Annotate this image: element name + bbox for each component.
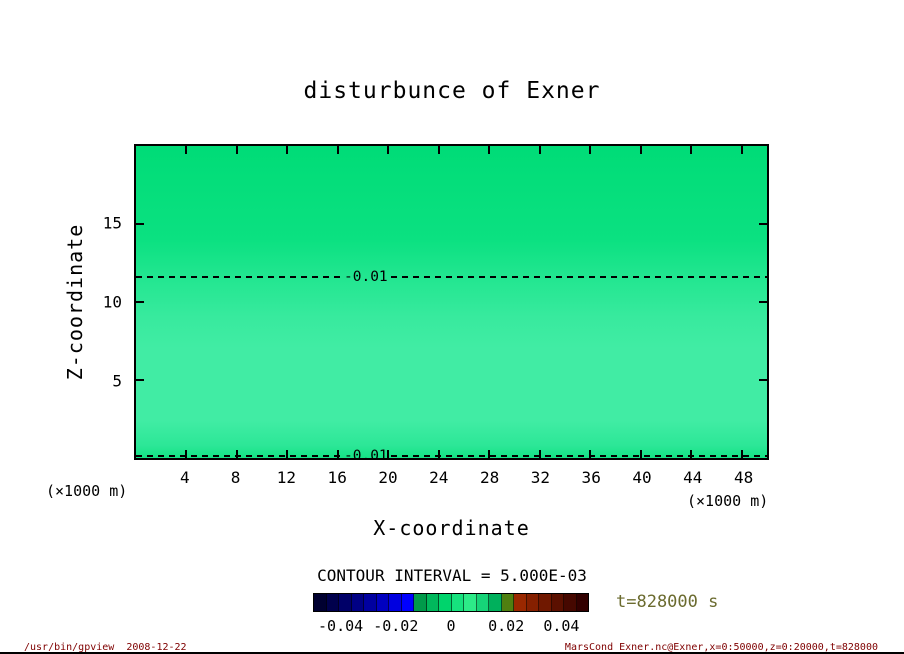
- colorbar-segment: [539, 594, 552, 611]
- x-tick-label: 16: [327, 468, 347, 487]
- colorbar-segment: [451, 594, 464, 611]
- x-tick-mark: [488, 146, 491, 154]
- x-tick-label: 8: [230, 468, 241, 487]
- x-tick-mark: [185, 146, 188, 154]
- colorbar-segment: [489, 594, 502, 611]
- contour-label: -0.01: [344, 447, 388, 464]
- x-tick-labels: 4 8 12 16 20 24 28 32 36 40 44 48: [134, 468, 769, 490]
- y-tick-label: 5: [112, 371, 122, 391]
- x-tick-label: 44: [683, 468, 703, 487]
- x-tick-label: 32: [530, 468, 551, 487]
- time-label: t=828000 s: [616, 592, 719, 612]
- contour-line-upper: -0.01: [136, 269, 767, 285]
- x-tick-mark: [589, 450, 592, 458]
- x-tick-label: 48: [733, 468, 754, 487]
- colorbar-segment: [364, 594, 377, 611]
- x-tick-mark: [740, 450, 743, 458]
- colorbar-segment: [551, 594, 564, 611]
- x-tick-mark: [286, 450, 289, 458]
- footer-command-text: /usr/bin/gpview 2008-12-22: [24, 642, 187, 653]
- colorbar-segment: [351, 594, 364, 611]
- x-tick-mark: [387, 450, 390, 458]
- x-unit-left: (×1000 m): [46, 482, 128, 500]
- y-tick-label: 15: [102, 213, 122, 233]
- x-tick-label: 20: [378, 468, 398, 487]
- footer-file-text: MarsCond_Exner.nc@Exner,x=0:50000,z=0:20…: [564, 642, 878, 653]
- x-unit-right: (×1000 m): [687, 492, 769, 510]
- x-tick-label: 36: [581, 468, 601, 487]
- contour-dash-segment: [390, 455, 767, 457]
- x-tick-mark: [286, 146, 289, 154]
- x-tick-label: 28: [479, 468, 500, 487]
- colorbar-segment: [401, 594, 414, 611]
- y-tick-mark: [759, 379, 767, 381]
- colorbar-tick-label: -0.02: [373, 617, 419, 635]
- colorbar-segment: [314, 594, 327, 611]
- x-tick-mark: [488, 450, 491, 458]
- colorbar-segment: [564, 594, 577, 611]
- colorbar-segment: [414, 594, 427, 611]
- colorbar-tick-label: 0: [446, 617, 456, 635]
- contour-dash-segment: [390, 276, 767, 278]
- x-tick-mark: [235, 450, 238, 458]
- y-tick-mark: [136, 301, 144, 303]
- x-tick-mark: [740, 146, 743, 154]
- contour-line-lower: -0.01: [136, 448, 767, 464]
- colorbar-segment: [439, 594, 452, 611]
- x-tick-mark: [690, 146, 693, 154]
- contour-label: -0.01: [344, 268, 388, 285]
- x-tick-label: 12: [276, 468, 297, 487]
- plot-title: disturbunce of Exner: [303, 78, 601, 104]
- x-tick-mark: [336, 146, 339, 154]
- y-tick-labels: 5 10 15: [94, 144, 126, 460]
- x-tick-mark: [538, 146, 541, 154]
- colorbar-segment: [389, 594, 402, 611]
- colorbar-tick-label: 0.04: [543, 617, 580, 635]
- x-tick-mark: [235, 146, 238, 154]
- colorbar-segment: [514, 594, 527, 611]
- x-tick-mark: [538, 450, 541, 458]
- contour-dash-segment: [136, 276, 341, 278]
- colorbar-segment: [464, 594, 477, 611]
- colorbar: [313, 593, 589, 612]
- colorbar-tick-label: 0.02: [488, 617, 525, 635]
- y-tick-label: 10: [102, 292, 122, 312]
- colorbar-segment: [376, 594, 389, 611]
- x-tick-mark: [336, 450, 339, 458]
- plot-area: -0.01 -0.01: [134, 144, 769, 463]
- x-tick-mark: [185, 450, 188, 458]
- x-axis-label: X-coordinate: [373, 516, 530, 540]
- colorbar-segment: [326, 594, 339, 611]
- y-tick-mark: [759, 223, 767, 225]
- x-tick-mark: [639, 450, 642, 458]
- x-tick-label: 24: [429, 468, 449, 487]
- colorbar-segment: [426, 594, 439, 611]
- x-tick-mark: [589, 146, 592, 154]
- colorbar-segment: [339, 594, 352, 611]
- x-tick-label: 4: [179, 468, 190, 487]
- colorbar-segment: [476, 594, 489, 611]
- colorbar-segment: [501, 594, 514, 611]
- colorbar-segment: [576, 594, 588, 611]
- x-tick-mark: [387, 146, 390, 154]
- colorbar-tick-label: -0.04: [318, 617, 364, 635]
- x-tick-mark: [437, 450, 440, 458]
- x-tick-mark: [690, 450, 693, 458]
- colorbar-tick-labels: -0.04 -0.02 0 0.02 0.04: [313, 617, 589, 637]
- bottom-edge-bar: [0, 652, 904, 654]
- colorbar-segment: [526, 594, 539, 611]
- y-tick-mark: [136, 223, 144, 225]
- y-tick-mark: [759, 301, 767, 303]
- x-tick-mark: [639, 146, 642, 154]
- contour-dash-segment: [136, 455, 341, 457]
- contour-interval-text: CONTOUR INTERVAL = 5.000E-03: [317, 566, 587, 585]
- x-tick-mark: [437, 146, 440, 154]
- y-axis-label: Z-coordinate: [63, 223, 87, 381]
- x-tick-label: 40: [632, 468, 652, 487]
- y-tick-mark: [136, 379, 144, 381]
